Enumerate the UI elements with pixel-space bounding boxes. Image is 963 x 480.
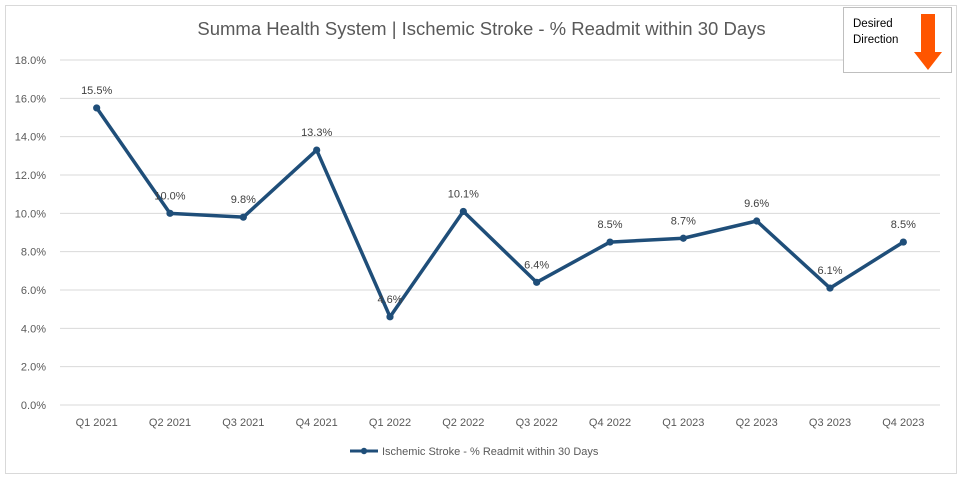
data-label: 4.6% [377,294,402,306]
y-tick-label: 16.0% [15,93,46,105]
y-axis-tick-labels: 0.0% 2.0% 4.0% 6.0% 8.0% 10.0% 12.0% 14.0% 16.0%… [15,55,46,412]
data-labels: 15.5% 10.0% 9.8% 13.3% 4.6% 10.1% 6.4% 8.5% 8.7%… [81,85,916,306]
chart-title: Summa Health System | Ischemic Stroke - … [197,18,766,39]
data-label: 8.7% [671,215,696,227]
y-tick-label: 0.0% [21,400,46,412]
x-tick-label: Q2 2023 [736,417,778,429]
y-tick-label: 4.0% [21,323,46,335]
x-axis-tick-labels: Q1 2021 Q2 2021 Q3 2021 Q4 2021 Q1 2022 Q2 20… [76,417,925,429]
data-point [386,313,394,321]
series-ischemic-stroke [93,104,907,321]
x-tick-label: Q3 2022 [516,417,558,429]
gridlines [60,59,940,406]
data-label: 13.3% [301,127,332,139]
y-tick-label: 14.0% [15,132,46,144]
data-label: 15.5% [81,85,112,97]
y-tick-label: 18.0% [15,55,46,67]
data-label: 9.8% [231,194,256,206]
data-point [459,207,467,216]
data-label: 10.0% [154,190,185,202]
data-label: 6.1% [817,265,842,277]
x-tick-label: Q4 2022 [589,417,631,429]
y-tick-label: 8.0% [21,247,46,259]
data-point [239,213,247,221]
x-tick-label: Q1 2023 [662,417,704,429]
data-point [313,146,321,154]
desired-direction-label: Desired Direction [853,18,899,46]
x-tick-label: Q2 2021 [149,417,191,429]
legend: Ischemic Stroke - % Readmit within 30 Da… [350,446,599,458]
x-tick-label: Q4 2023 [882,417,924,429]
data-point [606,238,614,246]
down-arrow-icon [914,14,942,70]
y-tick-label: 6.0% [21,285,46,297]
x-tick-label: Q3 2023 [809,417,851,429]
y-tick-label: 10.0% [15,208,46,220]
data-label: 6.4% [524,259,549,271]
chart-frame [5,5,957,474]
y-tick-label: 2.0% [21,362,46,374]
data-label: 8.5% [597,219,622,231]
x-tick-label: Q1 2021 [76,417,118,429]
data-point [753,217,761,225]
data-label: 9.6% [744,198,769,210]
desired-direction-callout: Desired Direction [843,7,952,73]
data-label: 10.1% [448,188,479,200]
legend-point-marker [360,447,368,455]
x-tick-label: Q1 2022 [369,417,411,429]
data-point [93,104,101,112]
x-tick-label: Q4 2021 [296,417,338,429]
data-label: 8.5% [891,219,916,231]
data-point [166,209,174,217]
data-point [679,234,687,242]
x-tick-label: Q3 2021 [222,417,264,429]
y-tick-label: 12.0% [15,170,46,182]
data-point [826,284,834,292]
data-point [533,278,541,286]
data-point [899,238,907,246]
x-tick-label: Q2 2022 [442,417,484,429]
series-line [95,106,905,319]
legend-label: Ischemic Stroke - % Readmit within 30 Da… [382,446,599,458]
